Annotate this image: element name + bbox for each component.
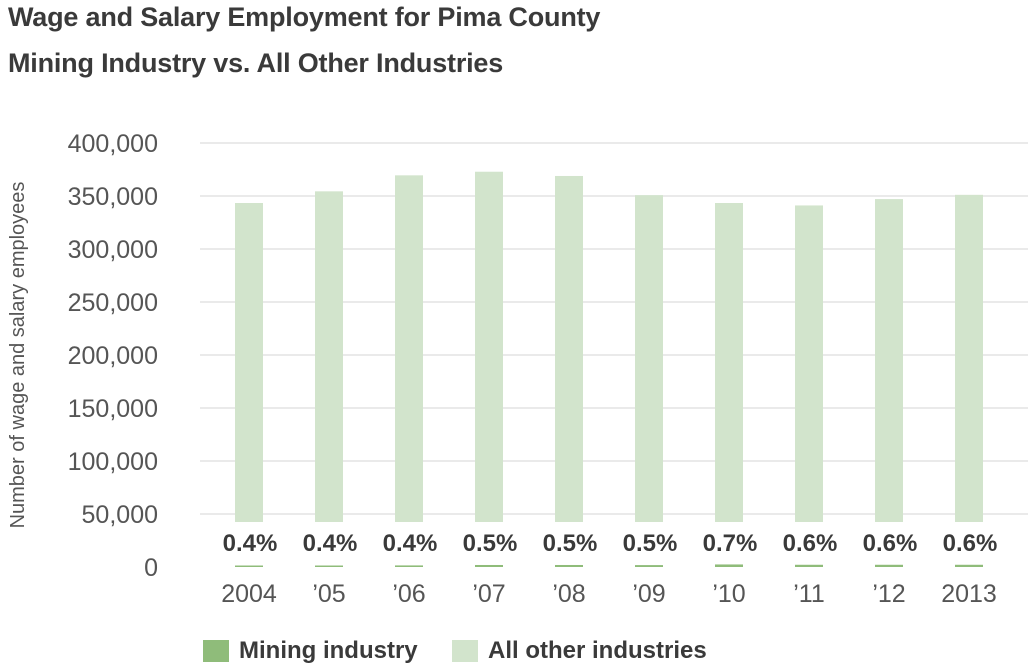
legend: Mining industry All other industries	[0, 637, 1035, 671]
legend-item-mining: Mining industry	[203, 637, 418, 665]
mining-share-label: 0.5%	[623, 530, 678, 557]
bar-all-other-industries	[555, 175, 583, 522]
y-tick-label: 250,000	[68, 289, 158, 317]
percentage-labels: 0.4% 0.4% 0.4% 0.5% 0.5% 0.5% 0.7% 0.6% 0.6% 0.6%	[223, 530, 998, 557]
bar-mining-industry	[555, 564, 583, 567]
x-tick-label: ’08	[552, 580, 585, 608]
mining-share-label: 0.4%	[383, 530, 438, 557]
x-axis-ticks: 2004 ’05 ’06 ’07 ’08 ’09 ’10 ’11 ’12 2013	[221, 580, 997, 608]
y-tick-label: 400,000	[68, 130, 158, 158]
bar-all-other-industries	[475, 171, 503, 522]
mining-share-label: 0.4%	[303, 530, 358, 557]
bar-all-other-industries	[635, 195, 663, 523]
mining-share-label: 0.6%	[863, 530, 918, 557]
y-axis-ticks: 0 50,000 100,000 150,000 200,000 250,000 300,0…	[68, 130, 158, 582]
bar-all-other-industries	[715, 202, 743, 522]
legend-item-other: All other industries	[452, 637, 707, 665]
bar-mining-industry	[235, 565, 263, 567]
bar-all-other-industries	[875, 199, 903, 522]
mining-share-label: 0.6%	[943, 530, 998, 557]
chart-title-line-2: Mining Industry vs. All Other Industries	[8, 48, 504, 78]
bar-mining-industry	[395, 565, 423, 567]
bar-all-other-industries	[235, 202, 263, 522]
bar-mining-industry	[955, 564, 983, 567]
bars	[235, 171, 983, 567]
x-tick-label: ’06	[392, 580, 425, 608]
x-tick-label: ’11	[793, 580, 825, 608]
y-tick-label: 300,000	[68, 236, 158, 264]
chart-title-line-1: Wage and Salary Employment for Pima Coun…	[8, 2, 601, 32]
mining-share-label: 0.7%	[703, 530, 758, 557]
legend-label-mining: Mining industry	[239, 637, 418, 664]
bar-all-other-industries	[395, 175, 423, 522]
bar-all-other-industries	[795, 205, 823, 522]
legend-label-other: All other industries	[488, 637, 707, 664]
bar-mining-industry	[795, 564, 823, 567]
y-tick-label: 0	[144, 554, 158, 582]
mining-share-label: 0.5%	[463, 530, 518, 557]
bar-mining-industry	[715, 564, 743, 567]
mining-share-label: 0.5%	[543, 530, 598, 557]
y-tick-label: 150,000	[68, 395, 158, 423]
chart-area: 0 50,000 100,000 150,000 200,000 250,000 300,0…	[7, 130, 1028, 608]
legend-swatch-mining	[203, 640, 229, 662]
bar-all-other-industries	[315, 191, 343, 522]
y-axis-label: Number of wage and salary employees	[7, 182, 29, 529]
y-tick-label: 100,000	[68, 448, 158, 476]
x-tick-label: 2013	[941, 580, 997, 608]
legend-swatch-other	[452, 640, 478, 662]
mining-share-label: 0.4%	[223, 530, 278, 557]
x-tick-label: ’10	[712, 580, 745, 608]
bar-mining-industry	[635, 565, 663, 567]
bar-mining-industry	[875, 564, 903, 567]
x-tick-label: ’05	[312, 580, 345, 608]
mining-share-label: 0.6%	[783, 530, 838, 557]
y-tick-label: 200,000	[68, 342, 158, 370]
x-tick-label: 2004	[221, 580, 277, 608]
bar-mining-industry	[315, 565, 343, 567]
x-tick-label: ’07	[472, 580, 505, 608]
x-tick-label: ’12	[872, 580, 905, 608]
y-tick-label: 50,000	[82, 501, 158, 529]
bar-mining-industry	[475, 564, 503, 567]
bar-all-other-industries	[955, 194, 983, 523]
y-tick-label: 350,000	[68, 183, 158, 211]
x-tick-label: ’09	[632, 580, 665, 608]
